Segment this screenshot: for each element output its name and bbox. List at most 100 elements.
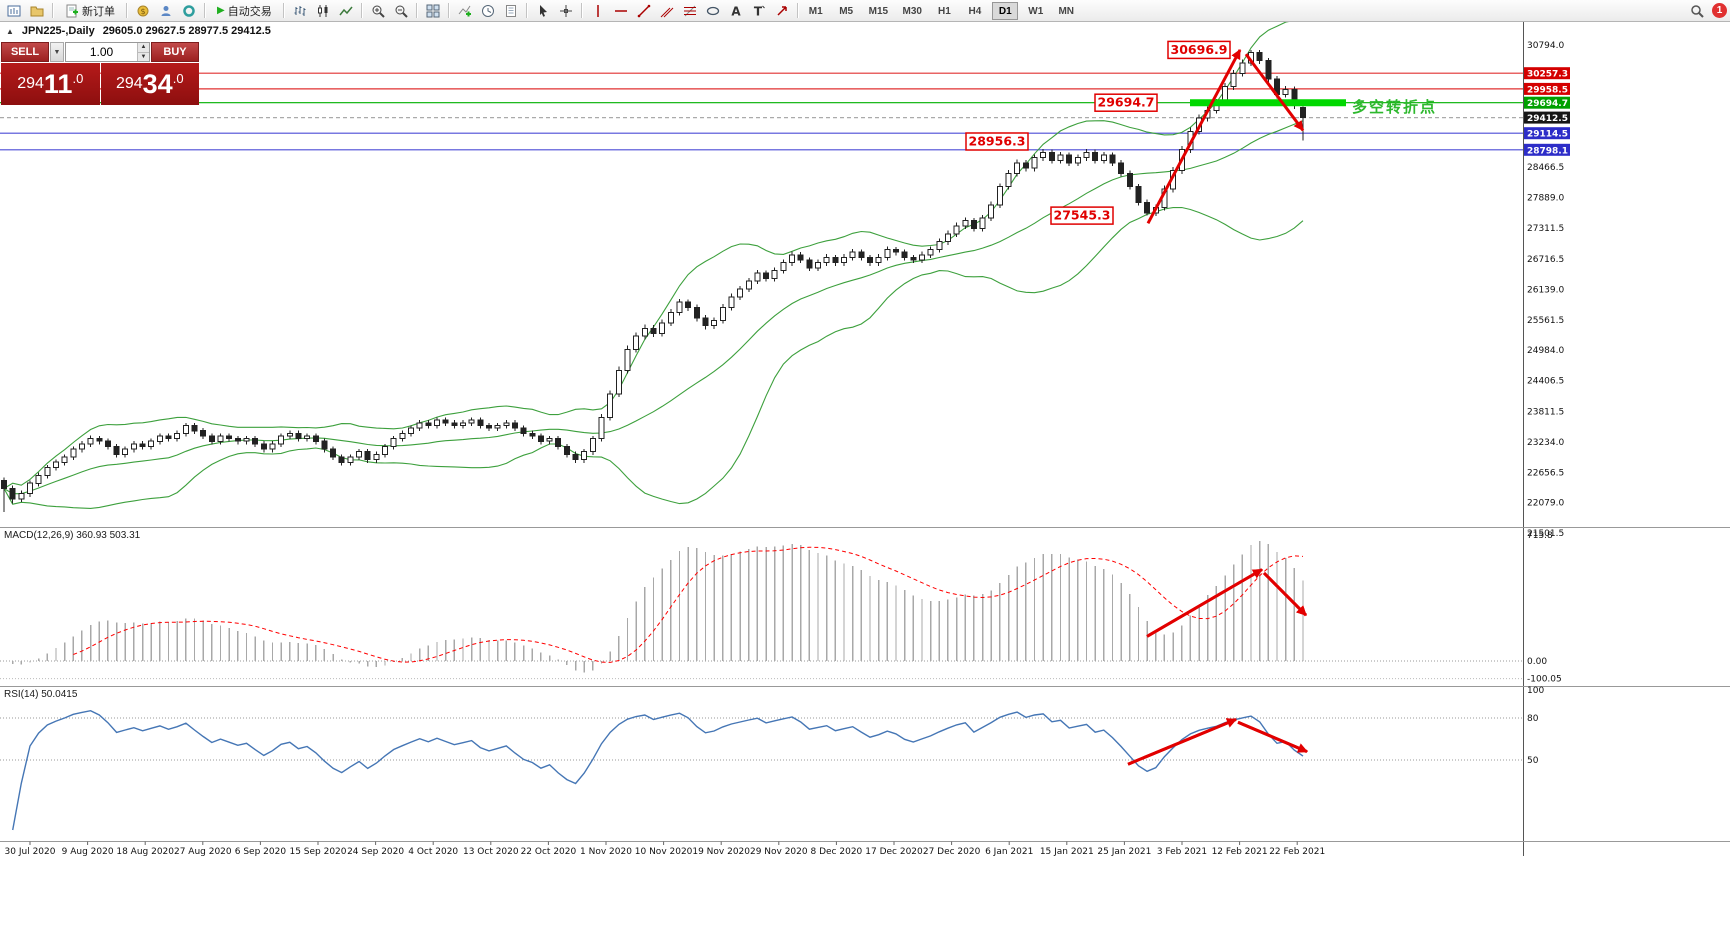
zoom-out-button[interactable] bbox=[390, 1, 412, 21]
vertical-line-tool-button[interactable] bbox=[587, 1, 609, 21]
main-panel: 多空转折点 30696.9 29694.7 28956.3 27545.3 bbox=[0, 22, 1523, 513]
svg-text:T: T bbox=[754, 4, 763, 18]
sell-price-small: .0 bbox=[72, 71, 84, 86]
bars-chart-icon bbox=[294, 5, 306, 16]
volume-input[interactable] bbox=[66, 43, 137, 61]
new-order-button[interactable]: 新订单 bbox=[58, 1, 122, 21]
new-order-icon bbox=[66, 4, 78, 17]
chart-canvas[interactable]: 多空转折点30696.929694.728956.327545.330794.0… bbox=[0, 22, 1730, 944]
price-annotation-box bbox=[1167, 40, 1231, 60]
tile-windows-button[interactable] bbox=[422, 1, 444, 21]
price-tag-label: 29412.5 bbox=[1527, 114, 1568, 124]
date-tick-label: 13 Oct 2020 bbox=[463, 847, 519, 857]
price-tick-label: 26139.0 bbox=[1527, 286, 1564, 296]
text-tool-button[interactable]: A bbox=[725, 1, 747, 21]
symbols-button[interactable]: $ bbox=[132, 1, 154, 21]
price-tag-label: 29114.5 bbox=[1527, 130, 1568, 140]
line-chart-icon bbox=[339, 6, 353, 15]
profiles-button[interactable] bbox=[26, 1, 48, 21]
templates-button[interactable] bbox=[500, 1, 522, 21]
notification-badge[interactable]: 1 bbox=[1712, 3, 1727, 18]
autotrading-button[interactable]: ▶ 自动交易 bbox=[210, 1, 279, 21]
templates-icon bbox=[505, 4, 516, 17]
tf-button-m5[interactable]: M5 bbox=[833, 2, 859, 20]
macd-panel bbox=[0, 540, 1523, 680]
sell-button[interactable]: SELL bbox=[1, 42, 49, 62]
date-tick-label: 1 Nov 2020 bbox=[580, 847, 632, 857]
date-tick-label: 27 Aug 2020 bbox=[174, 847, 232, 857]
date-tick-label: 15 Sep 2020 bbox=[289, 847, 346, 857]
arrows-tool-button[interactable] bbox=[771, 1, 793, 21]
date-tick-label: 17 Dec 2020 bbox=[865, 847, 923, 857]
toolbar-separator bbox=[415, 3, 418, 18]
price-tag bbox=[1524, 96, 1570, 109]
chart-window: 多空转折点 30696.9 29694.7 28956.3 27545.3 30794.0… bbox=[0, 22, 1730, 944]
date-tick-label: 15 Jan 2021 bbox=[1040, 847, 1094, 857]
horizontal-line-tool-button[interactable] bbox=[610, 1, 632, 21]
date-tick-label: 3 Feb 2021 bbox=[1157, 847, 1207, 857]
order-type-dropdown[interactable]: ▼ bbox=[50, 42, 64, 62]
tf-button-m15[interactable]: M15 bbox=[864, 2, 893, 20]
periods-button[interactable] bbox=[477, 1, 499, 21]
autotrading-label: 自动交易 bbox=[227, 5, 272, 18]
symbol-tree-icon: ▲ bbox=[6, 26, 14, 36]
search-button[interactable] bbox=[1686, 1, 1708, 21]
line-chart-mode-button[interactable] bbox=[335, 1, 357, 21]
toolbar-separator bbox=[525, 3, 528, 18]
volume-up-icon[interactable]: ▲ bbox=[137, 43, 149, 52]
toolbar-separator bbox=[580, 3, 583, 18]
date-tick-label: 19 Nov 2020 bbox=[692, 847, 750, 857]
axes: 30794.030216.529639.029061.528466.527889… bbox=[0, 22, 1730, 857]
tf-button-mn[interactable]: MN bbox=[1053, 2, 1079, 20]
tf-button-d1[interactable]: D1 bbox=[992, 2, 1019, 21]
zoom-in-button[interactable] bbox=[367, 1, 389, 21]
shapes-tool-button[interactable] bbox=[702, 1, 724, 21]
ohlc-values: 29605.0 29627.5 28977.5 29412.5 bbox=[102, 25, 271, 37]
price-tick-label: 24406.5 bbox=[1527, 377, 1564, 387]
indicators-button[interactable] bbox=[454, 1, 476, 21]
crosshair-button[interactable] bbox=[555, 1, 577, 21]
svg-text:$: $ bbox=[140, 7, 145, 16]
channel-tool-button[interactable] bbox=[656, 1, 678, 21]
price-annotation-text: 29694.7 bbox=[1098, 95, 1155, 110]
buy-button[interactable]: BUY bbox=[151, 42, 199, 62]
date-tick-label: 10 Nov 2020 bbox=[635, 847, 693, 857]
price-tag-label: 29694.7 bbox=[1527, 99, 1568, 109]
volume-down-icon[interactable]: ▼ bbox=[137, 51, 149, 61]
price-tag bbox=[1524, 67, 1570, 80]
cursor-button[interactable] bbox=[532, 1, 554, 21]
toolbar-separator bbox=[126, 3, 128, 18]
toolbar-right: 1 bbox=[1686, 1, 1727, 21]
fibonacci-tool-button[interactable] bbox=[679, 1, 701, 21]
buy-price-prefix: 294 bbox=[115, 75, 143, 92]
price-tag bbox=[1524, 127, 1570, 140]
search-icon bbox=[1691, 4, 1704, 18]
candles-chart-mode-button[interactable] bbox=[312, 1, 334, 21]
market-watch-button[interactable] bbox=[155, 1, 177, 21]
one-click-trading-panel: SELL ▼ ▲ ▼ BUY 294 11 .0 294 34 .0 bbox=[1, 42, 199, 105]
data-window-icon bbox=[183, 4, 195, 17]
tf-button-m1[interactable]: M1 bbox=[803, 2, 829, 20]
symbols-icon: $ bbox=[137, 5, 149, 16]
buy-price-small: .0 bbox=[172, 71, 184, 86]
date-tick-label: 8 Dec 2020 bbox=[811, 847, 863, 857]
price-tick-label: 27311.5 bbox=[1527, 224, 1564, 234]
date-tick-label: 18 Aug 2020 bbox=[116, 847, 174, 857]
label-tool-button[interactable]: T bbox=[748, 1, 770, 21]
data-window-button[interactable] bbox=[178, 1, 200, 21]
price-tag-label: 29958.5 bbox=[1527, 85, 1568, 95]
trend-arrow bbox=[1244, 53, 1305, 132]
sell-price[interactable]: 294 11 .0 bbox=[1, 63, 100, 105]
tf-button-h4[interactable]: H4 bbox=[962, 2, 988, 20]
horizontal-line-icon bbox=[614, 9, 627, 12]
tf-button-m30[interactable]: M30 bbox=[898, 2, 927, 20]
price-tick-label: 24984.0 bbox=[1527, 346, 1564, 356]
trendline-tool-button[interactable] bbox=[633, 1, 655, 21]
buy-price[interactable]: 294 34 .0 bbox=[100, 63, 199, 105]
rsi-scale-label: 50 bbox=[1527, 756, 1539, 766]
tf-button-h1[interactable]: H1 bbox=[931, 2, 957, 20]
bar-chart-mode-button[interactable] bbox=[289, 1, 311, 21]
tf-button-w1[interactable]: W1 bbox=[1023, 2, 1049, 20]
rsi-scale-label: 100 bbox=[1527, 686, 1544, 696]
new-chart-button[interactable] bbox=[3, 1, 25, 21]
